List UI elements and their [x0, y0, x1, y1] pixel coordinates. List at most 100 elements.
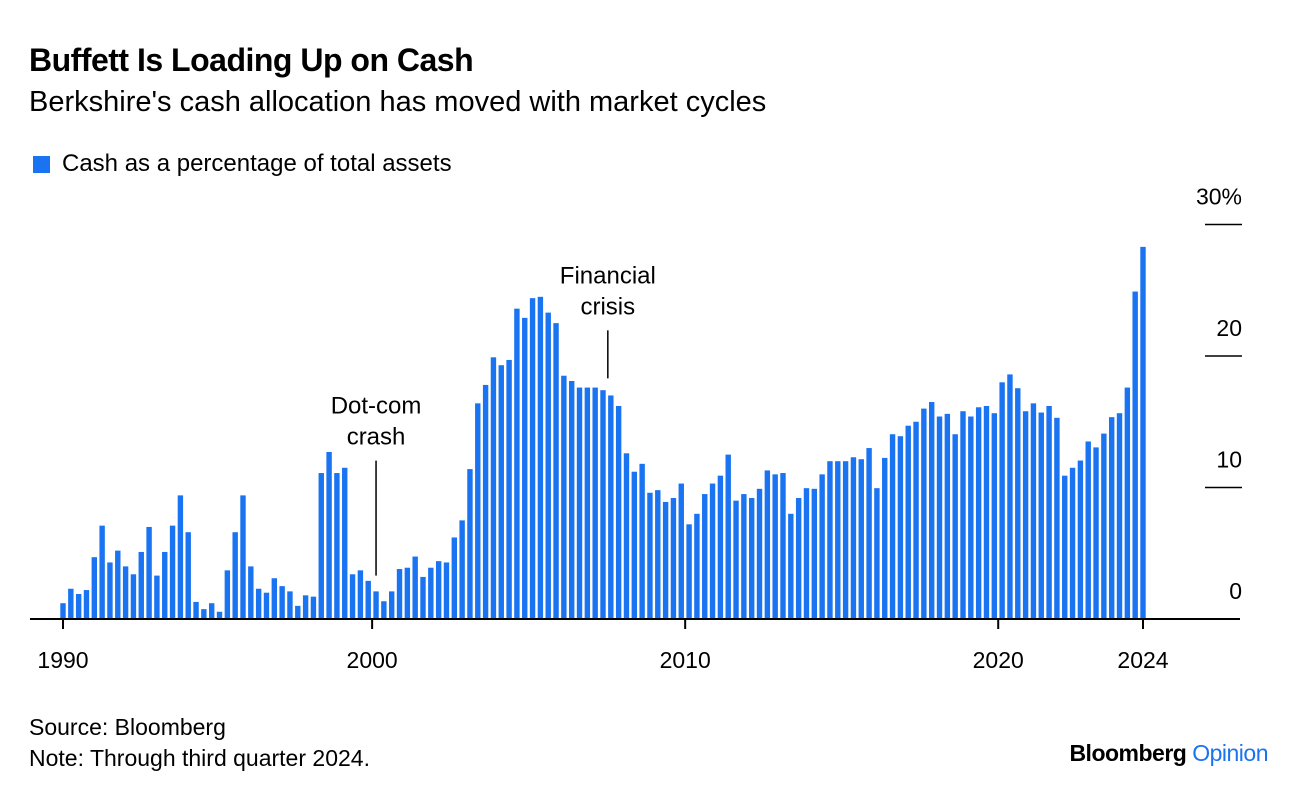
- bar: [850, 457, 857, 619]
- bar: [193, 601, 199, 619]
- bar: [318, 473, 324, 619]
- bar: [381, 601, 387, 619]
- bar: [404, 567, 411, 619]
- bar: [975, 407, 982, 619]
- bar: [365, 580, 371, 619]
- bar: [968, 416, 974, 619]
- bar: [1069, 467, 1076, 619]
- bar: [428, 567, 434, 619]
- bar: [435, 561, 442, 619]
- legend: Cash as a percentage of total assets: [33, 150, 452, 178]
- bar: [694, 513, 700, 619]
- annotation-label: Financial: [560, 262, 656, 289]
- bar: [68, 588, 74, 619]
- bar: [709, 483, 716, 619]
- bar: [717, 475, 724, 619]
- annotation-label: crash: [347, 424, 406, 451]
- bar: [91, 557, 98, 619]
- bar: [553, 323, 559, 619]
- x-tick-label: 2020: [973, 647, 1024, 673]
- bar: [889, 434, 896, 619]
- bar: [162, 551, 168, 619]
- bar: [373, 591, 379, 619]
- bar: [882, 457, 888, 619]
- bar: [928, 402, 935, 619]
- bar: [208, 603, 215, 619]
- bar: [1108, 417, 1115, 619]
- bar: [874, 488, 880, 619]
- bar: [678, 483, 684, 619]
- bar: [756, 488, 763, 619]
- bar: [725, 454, 731, 619]
- bar: [498, 365, 504, 619]
- bar: [748, 498, 755, 619]
- bar: [1022, 411, 1029, 619]
- bar: [1085, 441, 1091, 619]
- bar: [279, 586, 285, 619]
- bar: [913, 421, 919, 619]
- bar: [451, 537, 458, 619]
- bar: [866, 448, 872, 619]
- bar: [1030, 403, 1037, 619]
- bar: [412, 556, 418, 619]
- annotation-label: Dot-com: [331, 393, 422, 420]
- x-tick-label: 1990: [37, 647, 88, 673]
- bar: [615, 405, 622, 619]
- bar: [631, 471, 638, 619]
- bar: [1116, 413, 1123, 619]
- bar: [224, 570, 231, 619]
- bar: [240, 495, 246, 619]
- x-tick-label: 2024: [1117, 647, 1168, 673]
- bar: [921, 408, 927, 619]
- bar: [1124, 387, 1131, 619]
- annotation-label: crisis: [580, 293, 635, 320]
- bar: [396, 569, 403, 619]
- bar: [1140, 246, 1146, 620]
- bar: [803, 488, 810, 619]
- bar: [310, 596, 317, 619]
- bar: [154, 575, 160, 619]
- bar: [1007, 374, 1013, 619]
- bar: [529, 298, 536, 619]
- bar: [216, 611, 223, 619]
- bar: [811, 488, 818, 619]
- bar: [138, 551, 144, 619]
- bar: [655, 490, 661, 619]
- bar: [83, 590, 90, 619]
- bar: [608, 395, 614, 619]
- y-tick-label: 10: [1216, 447, 1242, 473]
- bar: [780, 473, 786, 619]
- bar: [271, 578, 278, 619]
- legend-label: Cash as a percentage of total assets: [62, 150, 452, 177]
- bar: [443, 562, 450, 619]
- bar: [420, 576, 426, 619]
- bar: [819, 474, 825, 619]
- bar: [733, 500, 739, 619]
- bar: [702, 494, 708, 619]
- bar: [772, 474, 778, 619]
- bar: [647, 492, 653, 619]
- bar: [991, 413, 998, 619]
- chart-title: Buffett Is Loading Up on Cash: [29, 42, 474, 78]
- bar: [1101, 433, 1107, 619]
- bar: [177, 495, 184, 619]
- bar: [568, 380, 575, 619]
- bar: [576, 387, 583, 619]
- bar: [349, 574, 356, 619]
- bar: [1093, 447, 1099, 619]
- bloomberg-opinion-logo: Bloomberg Opinion: [1069, 740, 1268, 767]
- bar: [835, 461, 841, 619]
- bar: [1046, 405, 1052, 619]
- bar: [287, 591, 293, 619]
- bar: [1054, 417, 1060, 619]
- bar: [1077, 460, 1084, 619]
- bar: [107, 562, 113, 619]
- bar: [639, 463, 645, 619]
- bar: [827, 461, 833, 619]
- bar: [662, 501, 669, 619]
- bar: [545, 312, 551, 619]
- bar: [130, 574, 137, 619]
- bar: [490, 357, 497, 619]
- logo-brand: Bloomberg: [1069, 740, 1187, 766]
- bar: [741, 494, 747, 619]
